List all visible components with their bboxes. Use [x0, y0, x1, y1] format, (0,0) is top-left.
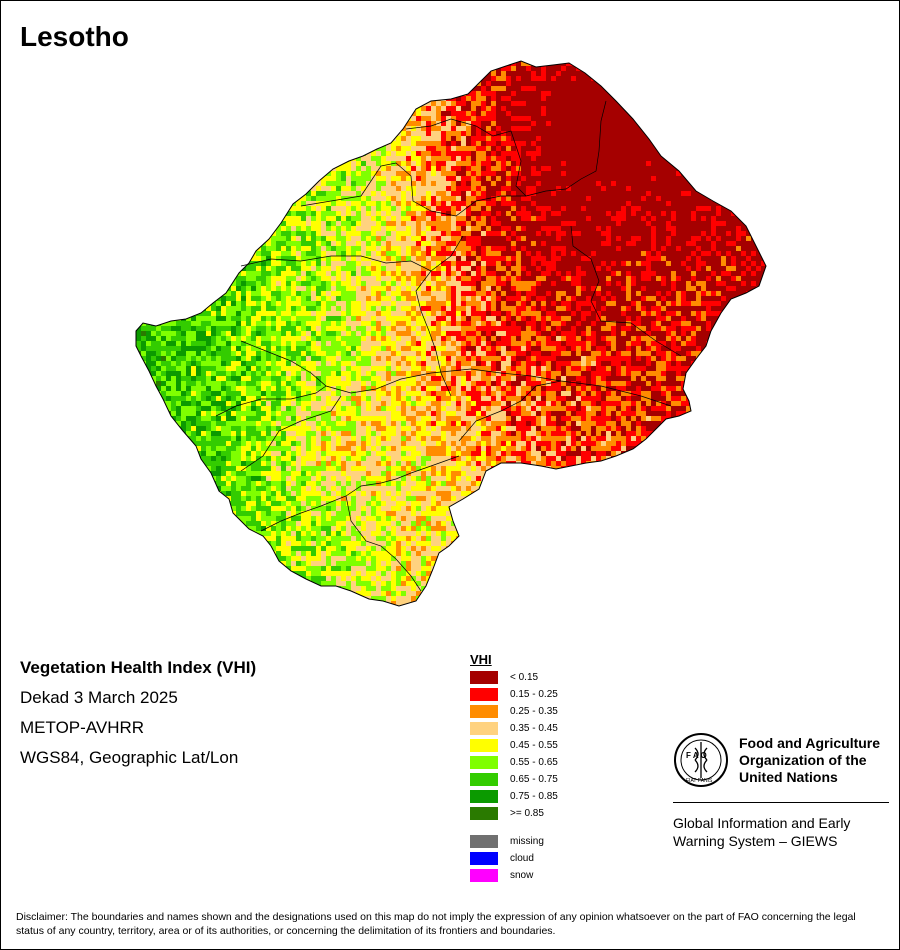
- legend-swatch: [470, 756, 498, 769]
- legend-swatch: [470, 722, 498, 735]
- legend-swatch: [470, 739, 498, 752]
- legend-label: 0.55 - 0.65: [510, 757, 558, 768]
- fao-name: Food and Agriculture Organization of the…: [739, 735, 881, 785]
- district-boundaries: [215, 100, 682, 592]
- giews-name: Global Information and Early Warning Sys…: [673, 815, 851, 849]
- legend-swatch: [470, 773, 498, 786]
- fao-logo-letters: F A O: [686, 751, 707, 760]
- legend-label: cloud: [510, 853, 534, 864]
- fao-logo-motto: FIAT PANIS: [686, 778, 713, 784]
- projection-label: WGS84, Geographic Lat/Lon: [20, 748, 239, 767]
- product-title: Vegetation Health Index (VHI): [20, 658, 257, 677]
- legend-swatch: [470, 790, 498, 803]
- legend-label: < 0.15: [510, 672, 539, 683]
- vhi-map: [135, 60, 767, 607]
- legend-swatch: [470, 835, 498, 848]
- legend-label: 0.15 - 0.25: [510, 689, 558, 700]
- legend-label: 0.35 - 0.45: [510, 723, 558, 734]
- legend-title: VHI: [470, 652, 492, 667]
- map-title: Lesotho: [20, 21, 129, 52]
- legend-swatch: [470, 852, 498, 865]
- legend-label: snow: [510, 870, 534, 881]
- legend-swatch: [470, 869, 498, 882]
- legend-swatch: [470, 671, 498, 684]
- fao-logo-icon: F A O FIAT PANIS: [674, 733, 728, 787]
- legend-label: missing: [510, 836, 544, 847]
- legend-label: 0.65 - 0.75: [510, 774, 558, 785]
- legend-swatch: [470, 705, 498, 718]
- sensor-label: METOP-AVHRR: [20, 718, 145, 737]
- legend-label: 0.45 - 0.55: [510, 740, 558, 751]
- country-border: [135, 60, 767, 607]
- legend: VHI < 0.15 0.15 - 0.25 0.25 - 0.35 0.35 - 0…: [470, 652, 558, 882]
- disclaimer: Disclaimer: The boundaries and names sho…: [16, 911, 856, 937]
- legend-swatch: [470, 807, 498, 820]
- dekad-label: Dekad 3 March 2025: [20, 688, 178, 707]
- legend-label: >= 0.85: [510, 808, 544, 819]
- legend-label: 0.75 - 0.85: [510, 791, 558, 802]
- fao-divider: [673, 802, 889, 803]
- legend-label: 0.25 - 0.35: [510, 706, 558, 717]
- legend-swatch: [470, 688, 498, 701]
